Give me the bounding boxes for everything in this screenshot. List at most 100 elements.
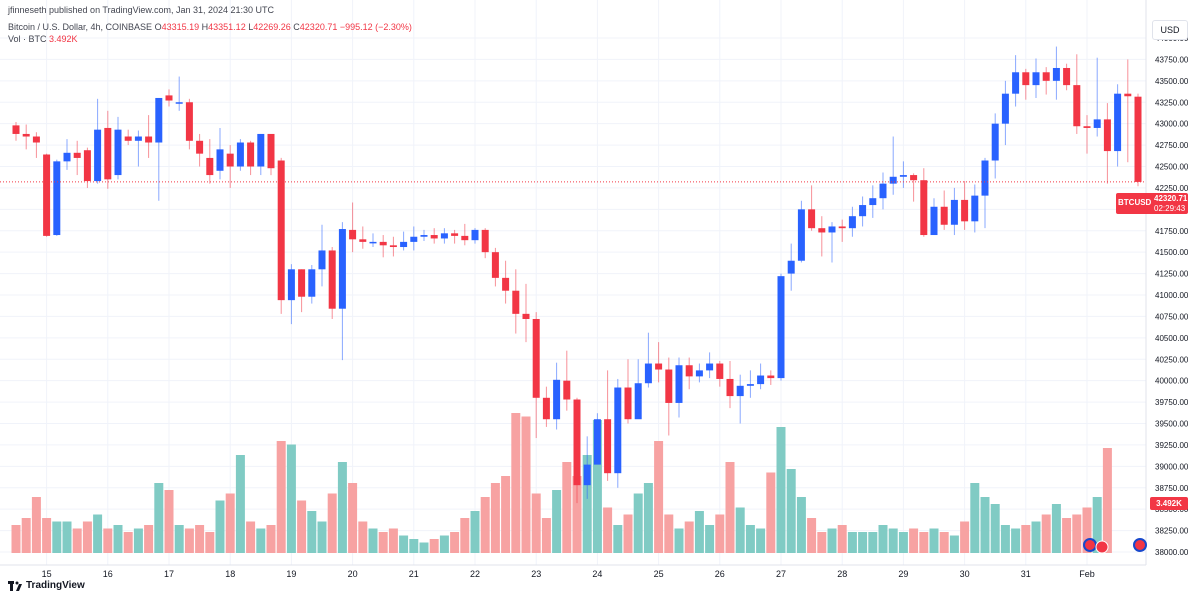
volume-bar bbox=[694, 511, 704, 553]
candle-body bbox=[665, 369, 673, 403]
candle-body bbox=[287, 269, 295, 301]
volume-bar bbox=[358, 521, 368, 553]
y-tick-label: 43750.00 bbox=[1155, 55, 1189, 64]
volume-bar bbox=[633, 493, 643, 553]
candle-body bbox=[808, 209, 816, 229]
candle-body bbox=[43, 154, 51, 236]
candle-body bbox=[1022, 72, 1030, 86]
volume-bar bbox=[582, 455, 592, 553]
us-flag-icon[interactable] bbox=[1083, 538, 1097, 552]
last-price-symbol: BTCUSD bbox=[1118, 198, 1152, 207]
volume-bar bbox=[450, 532, 460, 553]
volume-bar bbox=[623, 514, 633, 553]
y-tick-label: 41000.00 bbox=[1155, 291, 1189, 300]
candle-body bbox=[961, 199, 969, 222]
candle-body bbox=[73, 152, 81, 158]
candle-body bbox=[206, 157, 214, 176]
volume-bars bbox=[11, 413, 1112, 553]
x-tick-label: 19 bbox=[286, 569, 296, 579]
volume-bar bbox=[327, 493, 337, 553]
candle-body bbox=[267, 133, 275, 169]
volume-bar bbox=[888, 528, 898, 553]
volume-bar bbox=[1041, 514, 1051, 553]
candle-body bbox=[196, 140, 204, 154]
volume-bar bbox=[103, 528, 113, 553]
candle-body bbox=[12, 125, 20, 134]
candle-body bbox=[328, 250, 336, 309]
candle-body bbox=[104, 127, 112, 180]
volume-bar bbox=[195, 525, 205, 553]
volume-bar bbox=[654, 441, 664, 553]
volume-bar bbox=[858, 532, 868, 553]
candle-body bbox=[1134, 96, 1142, 182]
candle-body bbox=[471, 229, 479, 241]
candle-body bbox=[1012, 72, 1020, 94]
low-label: L bbox=[248, 22, 254, 32]
y-tick-label: 41750.00 bbox=[1155, 227, 1189, 236]
volume-bar bbox=[715, 514, 725, 553]
candle-body bbox=[481, 229, 489, 253]
candle-body bbox=[910, 175, 918, 181]
y-tick-label: 40250.00 bbox=[1155, 355, 1189, 364]
candle-body bbox=[879, 183, 887, 199]
volume-bar bbox=[949, 535, 959, 553]
volume-bar bbox=[898, 532, 908, 553]
volume-bar bbox=[409, 539, 419, 553]
candle-body bbox=[491, 252, 499, 278]
last-price-label: BTCUSD 42320.71 02:29:43 bbox=[1116, 193, 1188, 214]
volume-bar bbox=[817, 532, 827, 553]
volume-bar bbox=[419, 542, 429, 553]
candle-body bbox=[369, 241, 377, 244]
volume-bar bbox=[21, 518, 31, 553]
volume-bar bbox=[205, 532, 215, 553]
volume-bar bbox=[317, 521, 327, 553]
candle-body bbox=[134, 136, 142, 141]
volume-bar bbox=[307, 511, 317, 553]
volume-bar bbox=[531, 493, 541, 553]
volume-bar bbox=[592, 420, 602, 553]
volume-bar bbox=[1031, 521, 1041, 553]
candle-body bbox=[614, 387, 622, 474]
candle-body bbox=[63, 152, 71, 162]
volume-bar bbox=[235, 455, 245, 553]
volume-legend[interactable]: Vol · BTC 3.492K bbox=[8, 34, 78, 44]
symbol-legend[interactable]: Bitcoin / U.S. Dollar, 4h, COINBASE O433… bbox=[8, 22, 412, 32]
candle-body bbox=[818, 228, 826, 233]
volume-bar bbox=[939, 532, 949, 553]
candle-body bbox=[512, 290, 520, 314]
candlesticks bbox=[12, 46, 1142, 504]
x-tick-label: 25 bbox=[654, 569, 664, 579]
y-tick-label: 39250.00 bbox=[1155, 441, 1189, 450]
volume-bar bbox=[1092, 497, 1102, 553]
us-flag-icon[interactable] bbox=[1133, 538, 1147, 552]
symbol-title: Bitcoin / U.S. Dollar, 4h, COINBASE bbox=[8, 22, 153, 32]
candle-body bbox=[124, 136, 132, 141]
candle-body bbox=[1093, 119, 1101, 128]
candle-body bbox=[624, 387, 632, 420]
volume-bar bbox=[756, 528, 766, 553]
candle-body bbox=[522, 313, 530, 319]
candle-body bbox=[400, 241, 408, 248]
y-tick-label: 38000.00 bbox=[1155, 548, 1189, 557]
close-label: C bbox=[293, 22, 300, 32]
time-axis[interactable]: 15 16 17 18 19 20 21 22 23 24 25 26 27 28 29 30 31 Feb bbox=[42, 569, 1095, 579]
candle-body bbox=[451, 233, 459, 236]
candle-body bbox=[1032, 72, 1040, 86]
volume-bar bbox=[786, 469, 796, 553]
volume-bar bbox=[266, 525, 276, 553]
currency-button[interactable]: USD bbox=[1152, 20, 1188, 40]
lightning-icon[interactable] bbox=[1095, 540, 1109, 554]
volume-value: 3.492K bbox=[49, 34, 78, 44]
candle-body bbox=[787, 260, 795, 274]
volume-bar bbox=[256, 528, 266, 553]
candle-body bbox=[777, 276, 785, 379]
x-tick-label: 24 bbox=[592, 569, 602, 579]
candle-body bbox=[1103, 119, 1111, 152]
candle-body bbox=[461, 235, 469, 241]
event-icons[interactable] bbox=[1083, 538, 1147, 554]
volume-bar bbox=[1000, 525, 1010, 553]
candle-body bbox=[869, 198, 877, 206]
candle-body bbox=[675, 365, 683, 403]
price-axis[interactable]: 38000.0038250.0038500.0038750.0039000.00… bbox=[1155, 34, 1189, 557]
